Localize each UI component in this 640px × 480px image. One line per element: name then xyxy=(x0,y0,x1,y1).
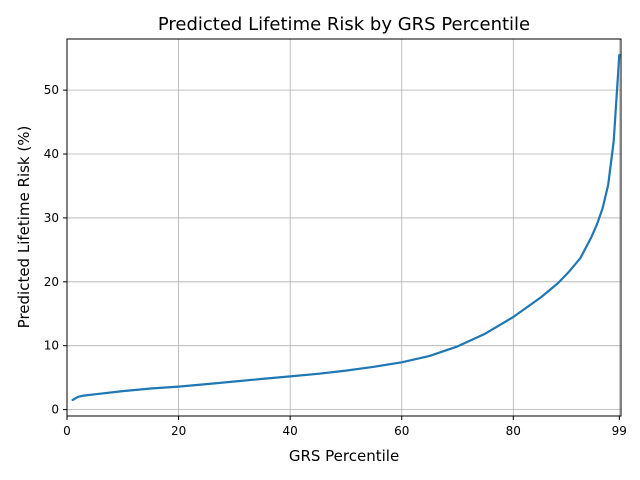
y-tick-label: 30 xyxy=(44,211,59,225)
x-tick-label: 60 xyxy=(394,424,409,438)
y-axis-label: Predicted Lifetime Risk (%) xyxy=(15,126,33,329)
y-tick-label: 50 xyxy=(44,83,59,97)
y-tick-label: 40 xyxy=(44,147,59,161)
x-tick-label: 99 xyxy=(612,424,627,438)
plot-frame xyxy=(66,38,622,417)
ticks: 0 20 40 60 80 99 0 10 20 30 40 50 xyxy=(44,83,627,438)
grid xyxy=(66,39,621,416)
y-tick-label: 0 xyxy=(51,403,59,417)
x-tick-label: 80 xyxy=(506,424,521,438)
y-tick-label: 10 xyxy=(44,339,59,353)
series-layer xyxy=(71,53,621,402)
x-tick-label: 20 xyxy=(171,424,186,438)
chart-title: Predicted Lifetime Risk by GRS Percentil… xyxy=(158,14,530,35)
x-tick-label: 0 xyxy=(63,424,71,438)
x-axis-label: GRS Percentile xyxy=(289,447,399,465)
x-tick-label: 40 xyxy=(283,424,298,438)
series-line xyxy=(71,53,621,402)
y-tick-label: 20 xyxy=(44,275,59,289)
